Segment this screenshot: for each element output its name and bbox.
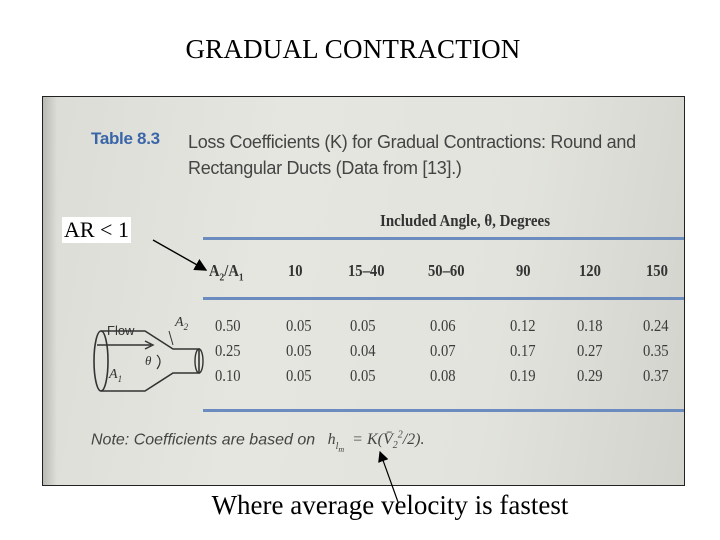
col-header: 15–40 — [348, 261, 385, 280]
col-header: 90 — [516, 261, 531, 280]
contraction-diagram: Flow A1 A2 θ — [87, 315, 207, 410]
flow-label: Flow — [107, 323, 135, 338]
rule-header — [203, 297, 684, 300]
bottom-label: Where average velocity is fastest — [211, 490, 569, 520]
table-cell-ratio: 0.10 — [215, 366, 241, 385]
table-cell: 0.05 — [350, 316, 376, 335]
table-cell-ratio: 0.50 — [215, 316, 241, 335]
table-cell: 0.37 — [643, 366, 669, 385]
table-cell: 0.24 — [643, 316, 669, 335]
table-cell: 0.29 — [577, 366, 603, 385]
col-header: 10 — [288, 261, 303, 280]
table-cell: 0.05 — [286, 316, 312, 335]
table-cell: 0.04 — [350, 341, 376, 360]
a2-label: A2 — [175, 315, 189, 332]
table-cell: 0.18 — [577, 316, 603, 335]
table-cell: 0.19 — [510, 366, 536, 385]
table-cell: 0.05 — [350, 366, 376, 385]
theta-label: θ — [145, 353, 152, 368]
ar-label: AR < 1 — [62, 217, 131, 243]
rule-top — [203, 237, 684, 240]
rule-bottom — [203, 409, 684, 412]
table-cell-ratio: 0.25 — [215, 341, 241, 360]
scan-shadow — [43, 97, 57, 485]
table-cell: 0.07 — [430, 341, 456, 360]
table-cell: 0.05 — [286, 341, 312, 360]
ratio-header: A2/A1 — [209, 261, 244, 284]
note-equation: hlm = K(V̄22/2). — [319, 430, 425, 454]
note-prefix: Note: Coefficients are based on — [91, 431, 316, 449]
table-cell: 0.05 — [286, 366, 312, 385]
angle-header: Included Angle, θ, Degrees — [380, 211, 551, 230]
table-cell: 0.06 — [430, 316, 456, 335]
table-note: Note: Coefficients are based on hlm = K(… — [91, 430, 425, 454]
col-header: 120 — [579, 261, 601, 280]
col-header: 150 — [646, 261, 668, 280]
table-cell: 0.17 — [510, 341, 536, 360]
table-cell: 0.35 — [643, 341, 669, 360]
a1-label: A1 — [109, 367, 123, 384]
table-cell: 0.27 — [577, 341, 603, 360]
table-scan: Table 8.3 Loss Coefficients (K) for Grad… — [42, 96, 685, 486]
table-caption: Loss Coefficients (K) for Gradual Contra… — [188, 132, 636, 178]
table-number: Table 8.3 — [91, 129, 160, 148]
table-cell: 0.12 — [510, 316, 536, 335]
slide-title: GRADUAL CONTRACTION — [185, 34, 521, 64]
col-header: 50–60 — [428, 261, 465, 280]
table-cell: 0.08 — [430, 366, 456, 385]
